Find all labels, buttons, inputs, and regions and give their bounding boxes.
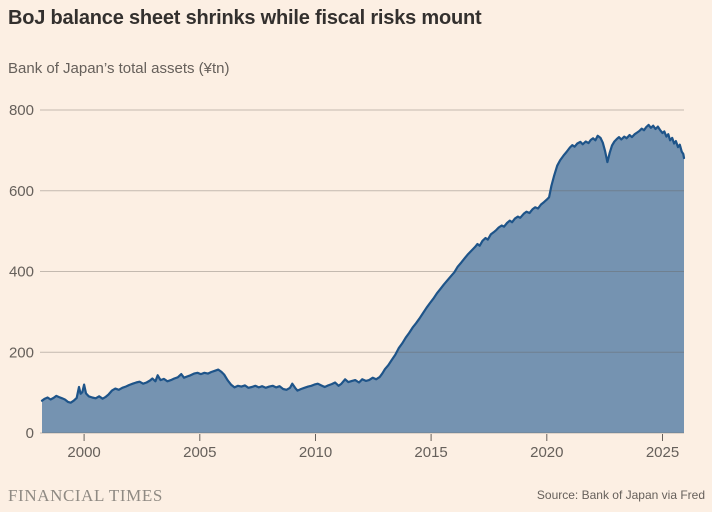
chart-title: BoJ balance sheet shrinks while fiscal r…	[8, 7, 482, 29]
y-tick-label-0: 0	[26, 425, 34, 442]
y-tick-label-800: 800	[9, 102, 34, 119]
series-area-fill	[42, 124, 684, 434]
y-tick-label-400: 400	[9, 264, 34, 281]
x-tick-label-2000: 2000	[67, 444, 100, 461]
source-credit: Source: Bank of Japan via Fred	[536, 488, 705, 502]
x-tick-label-2010: 2010	[299, 444, 332, 461]
series-line	[40, 123, 686, 404]
x-tick-label-2005: 2005	[183, 444, 216, 461]
financial-times-wordmark: FINANCIAL TIMES	[8, 486, 163, 505]
y-tick-label-200: 200	[9, 344, 34, 361]
y-tick-label-600: 600	[9, 183, 34, 200]
chart-subtitle: Bank of Japan’s total assets (¥tn)	[8, 60, 230, 77]
x-tick-label-2020: 2020	[530, 444, 563, 461]
x-tick-label-2025: 2025	[646, 444, 679, 461]
x-tick-label-2015: 2015	[414, 444, 447, 461]
